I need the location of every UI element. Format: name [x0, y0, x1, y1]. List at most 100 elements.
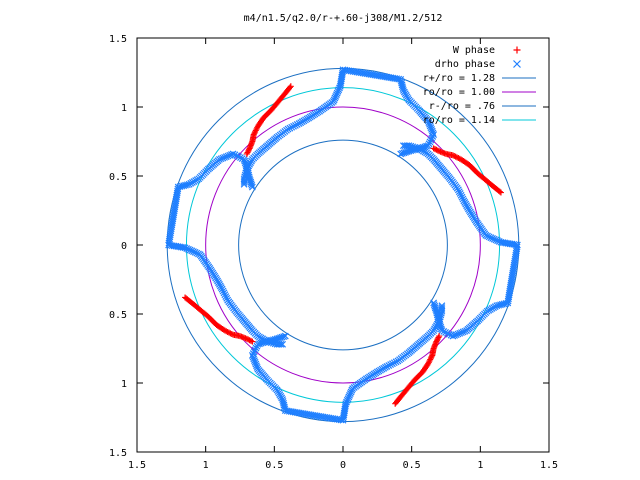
drho-phase-point-0-20 — [428, 134, 436, 142]
legend-marker — [513, 46, 521, 54]
w-phase-point-1-14 — [250, 131, 257, 138]
drho-phase-point-1-171 — [279, 340, 286, 348]
w-phase-point-2-3 — [245, 336, 252, 343]
w-phase-point-0-17 — [453, 154, 460, 161]
drho-phase-point-3-20 — [445, 330, 453, 338]
drho-phase-point-3-126 — [460, 197, 468, 205]
drho-phase-point-2-96 — [343, 398, 350, 406]
drho-phase-point-3-164 — [413, 144, 421, 152]
w-phase-point-3-3 — [434, 337, 441, 344]
drho-phase-point-3-171 — [400, 142, 407, 150]
w-phase-point-0-15 — [451, 152, 458, 159]
drho-phase-point-0-17 — [425, 140, 433, 148]
w-phase-point-0-16 — [452, 153, 459, 160]
w-phase-point-3-0 — [436, 333, 443, 340]
w-phase-point-0-2 — [433, 146, 440, 153]
drho-phase-point-1-98 — [186, 246, 194, 254]
drho-phase-point-0-129 — [290, 122, 297, 130]
w-phase-point-1-18 — [253, 126, 260, 133]
drho-phase-point-2-126 — [383, 363, 391, 370]
w-phase-point-3-14 — [429, 352, 436, 359]
drho-phase-point-3-97 — [494, 237, 502, 245]
w-phase-point-0-3 — [434, 147, 441, 154]
y-tick-label: 0.5 — [109, 172, 127, 183]
drho-phase-point-0-171 — [240, 180, 248, 188]
w-phase-point-2-14 — [230, 331, 237, 338]
drho-phase-point-3-100 — [489, 234, 496, 242]
drho-phase-point-3-17 — [440, 328, 448, 335]
drho-phase-point-0-95 — [336, 82, 344, 90]
x-tick-label: 0.5 — [265, 460, 283, 471]
circle-3 — [238, 139, 448, 351]
drho-phase-point-1-96 — [183, 245, 191, 252]
x-tick-label: 1 — [203, 460, 209, 471]
drho-phase-point-0-130 — [288, 123, 296, 131]
w-phase-point-0-1 — [432, 146, 439, 153]
drho-phase-point-1-126 — [218, 285, 226, 293]
w-phase-point-3-55 — [392, 400, 399, 407]
drho-phase-point-0-127 — [293, 121, 301, 128]
w-phase-point-1-3 — [245, 146, 252, 153]
drho-phase-point-2-18 — [252, 344, 260, 352]
w-phase-point-1-0 — [243, 150, 250, 157]
drho-phase-point-3-131 — [455, 188, 463, 196]
drho-phase-point-3-29 — [461, 327, 469, 335]
drho-phase-point-3-18 — [442, 328, 449, 336]
drho-phase-point-1-102 — [193, 249, 201, 257]
w-phase-point-1-55 — [287, 83, 294, 90]
drho-phase-point-0-19 — [427, 136, 435, 144]
drho-phase-point-2-128 — [387, 361, 395, 369]
drho-phase-point-2-99 — [345, 393, 353, 401]
w-phase-point-3-2 — [434, 335, 441, 342]
drho-phase-point-1-101 — [191, 248, 199, 256]
drho-phase-point-2-131 — [392, 358, 400, 366]
drho-phase-point-1-129 — [221, 291, 229, 299]
legend-label: ro/ro = 1.00 — [423, 87, 495, 98]
w-phase-point-2-17 — [226, 329, 233, 336]
drho-phase-point-2-16 — [254, 340, 262, 348]
drho-phase-point-0-101 — [332, 92, 340, 100]
w-phase-point-1-2 — [245, 148, 252, 155]
drho-phase-point-1-128 — [220, 289, 228, 297]
axis-ticks: 1.5 1 0.5 0 0.5 1 1.51.510.500.511.5 — [109, 34, 558, 471]
w-phase-point-0-14 — [449, 152, 456, 159]
drho-phase-point-2-130 — [390, 359, 398, 367]
drho-phase-point-2-127 — [385, 362, 393, 369]
w-phase-point-3-54 — [393, 399, 400, 406]
w-phase-point-3-18 — [426, 357, 433, 364]
drho-phase-point-2-29 — [253, 364, 261, 371]
drho-phase-point-2-20 — [250, 348, 258, 356]
chart-title: m4/n1.5/q2.0/r-+.60-j308/M1.2/512 — [244, 13, 443, 24]
drho-phase-point-1-18 — [237, 154, 244, 162]
drho-phase-point-3-102 — [485, 233, 493, 241]
drho-phase-point-2-100 — [346, 391, 353, 399]
w-phase-point-2-16 — [227, 330, 234, 337]
circle-2 — [205, 106, 481, 384]
drho-phase-point-2-19 — [251, 346, 259, 354]
w-phase-point-0-18 — [455, 155, 462, 162]
drho-phase-point-3-19 — [443, 329, 451, 337]
drho-phase-point-3-130 — [456, 190, 464, 197]
drho-phase-point-1-100 — [190, 248, 197, 256]
w-phase-point-2-54 — [183, 295, 190, 302]
drho-phase-point-0-170 — [240, 179, 248, 186]
drho-phase-point-0-100 — [333, 91, 340, 99]
drho-phase-point-1-29 — [217, 155, 225, 163]
drho-phase-point-0-102 — [331, 94, 339, 102]
data-markers — [165, 66, 521, 424]
legend-label: W phase — [453, 45, 495, 56]
drho-phase-point-3-96 — [495, 238, 503, 245]
drho-phase-point-1-131 — [223, 294, 231, 302]
drho-phase-point-0-29 — [425, 119, 433, 126]
legend-label: drho phase — [435, 59, 495, 70]
w-phase-point-3-1 — [435, 334, 442, 341]
drho-phase-point-0-126 — [295, 120, 303, 127]
w-phase-point-2-0 — [249, 338, 256, 345]
drho-phase-point-3-95 — [497, 238, 505, 246]
y-tick-label: 1.5 — [109, 448, 127, 459]
drho-phase-point-1-95 — [181, 244, 189, 252]
legend-label: r-/ro = .76 — [429, 101, 495, 112]
drho-phase-point-1-20 — [233, 152, 241, 160]
drho-phase-point-1-99 — [188, 247, 196, 255]
w-phase-point-0-0 — [430, 145, 437, 152]
